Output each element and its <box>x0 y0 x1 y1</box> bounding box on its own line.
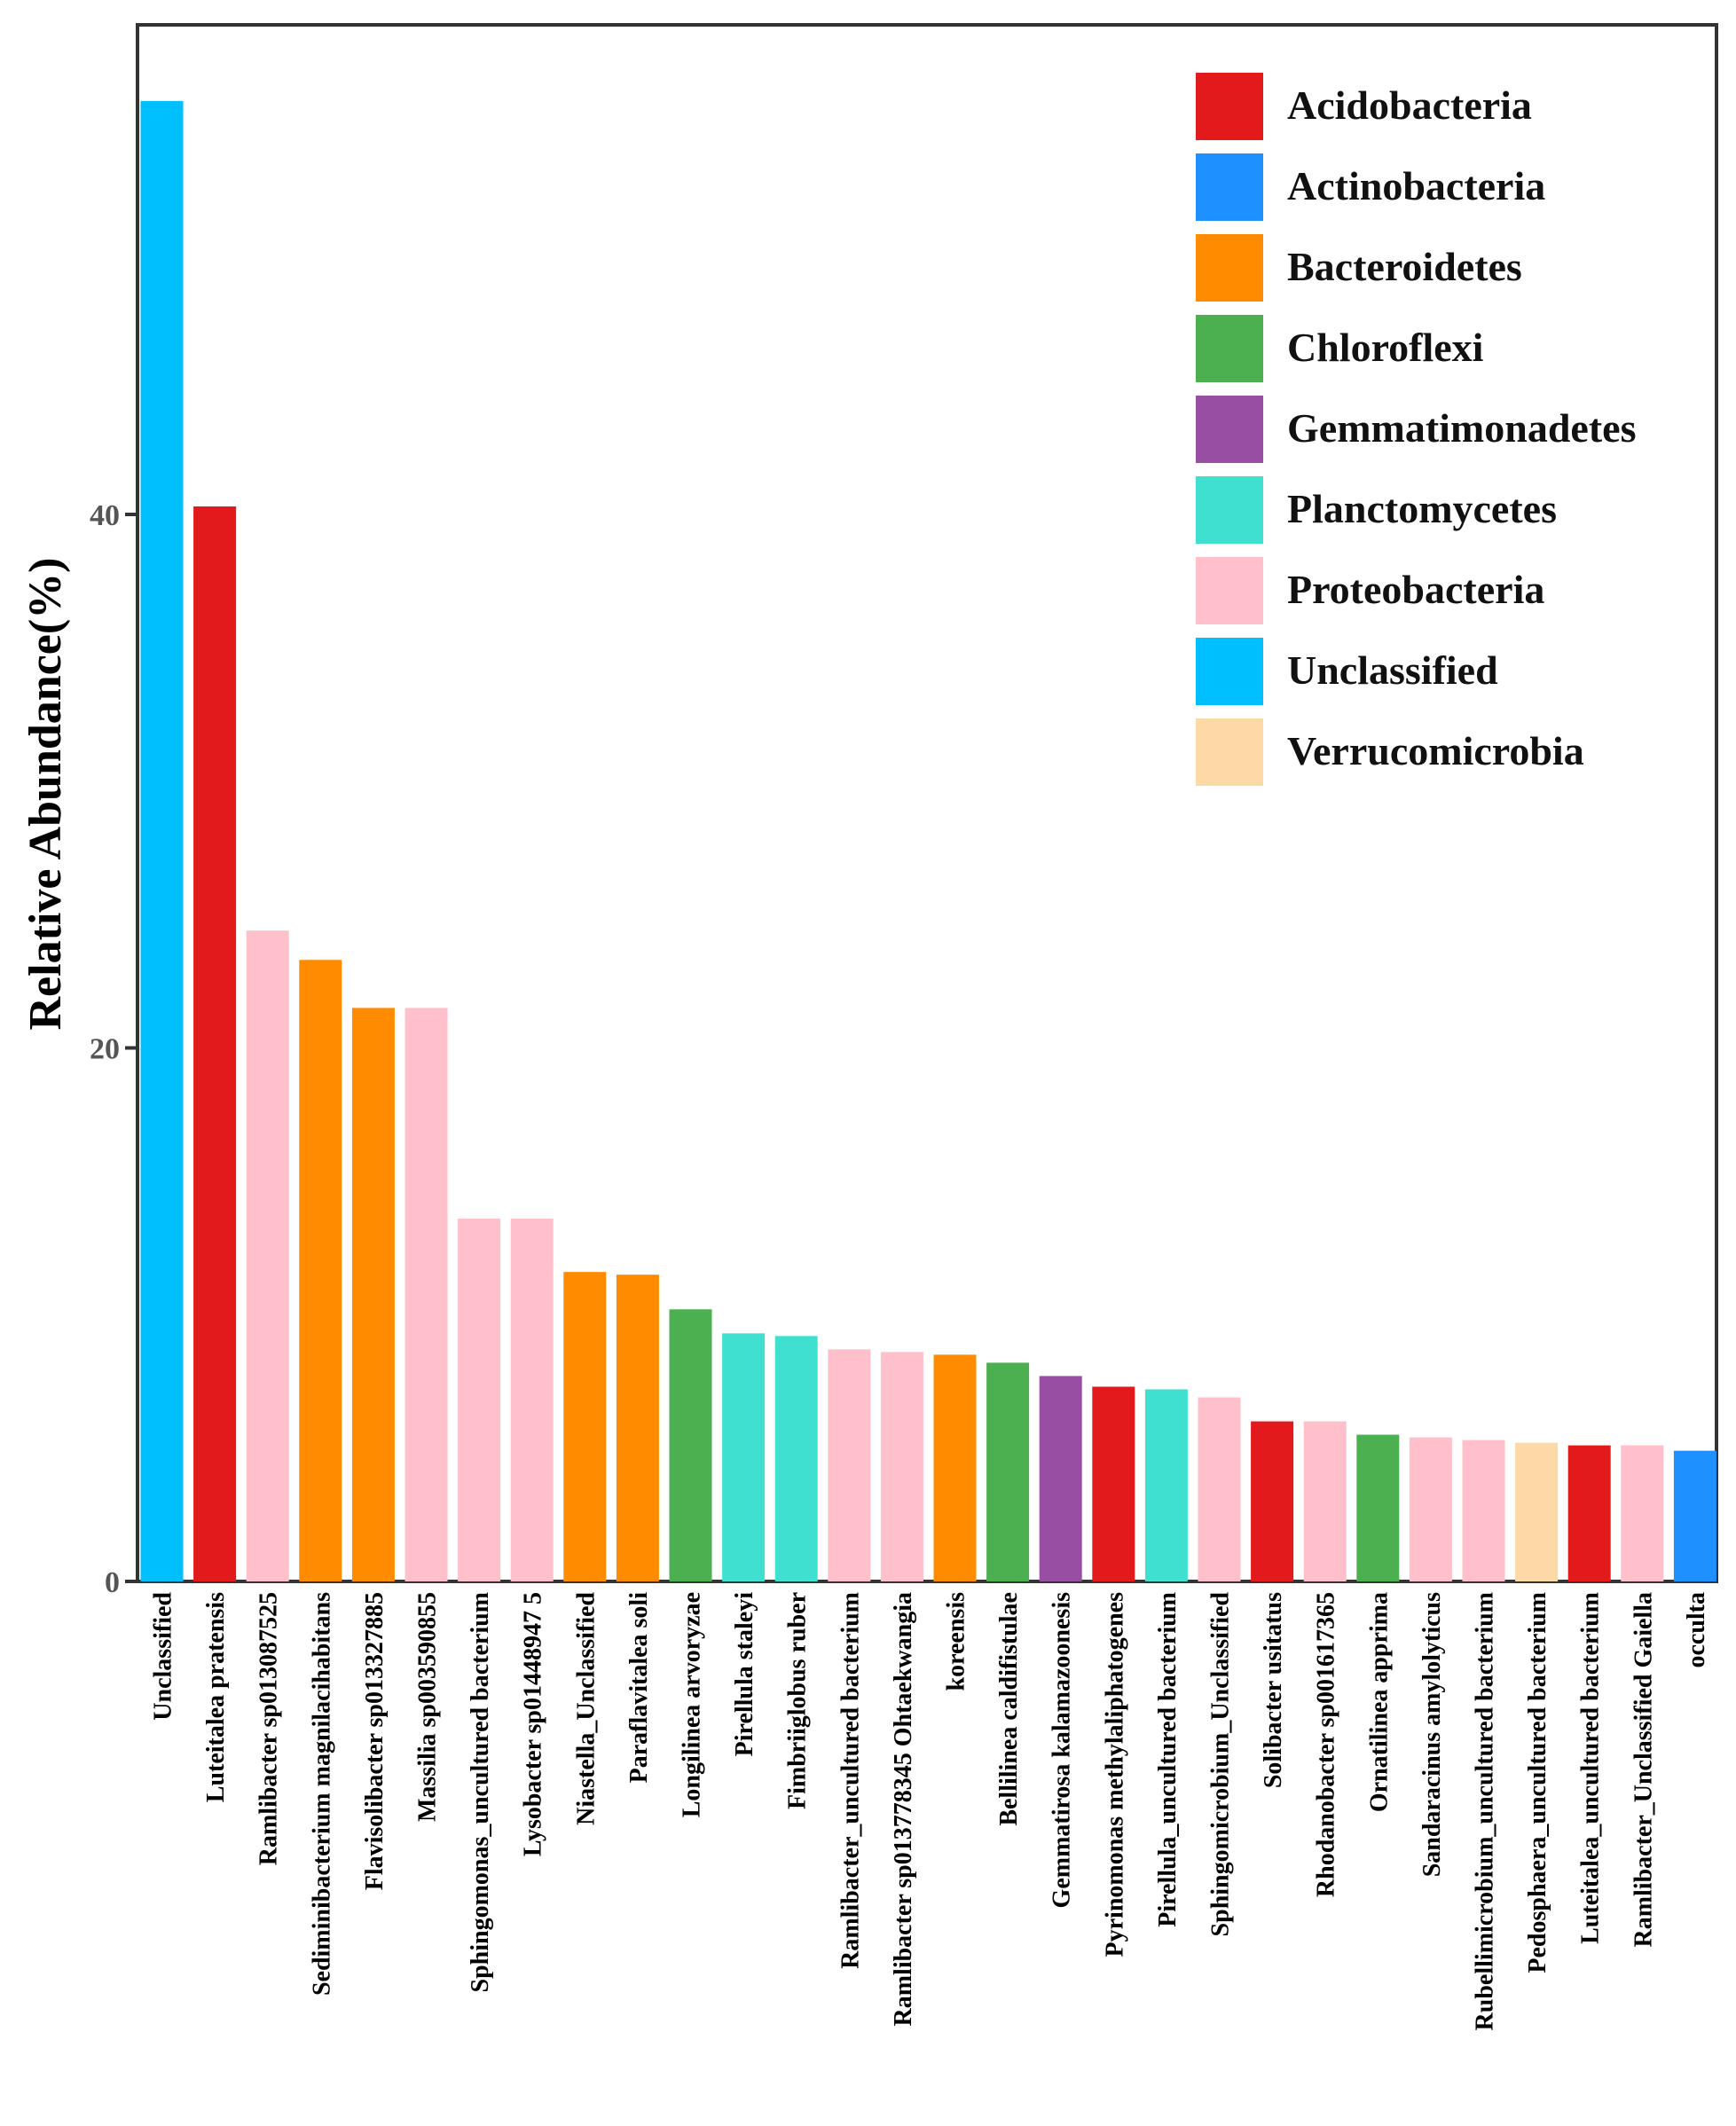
bar <box>880 1352 923 1581</box>
x-tick-label: Lysobacter sp01448947 5 <box>520 1592 547 1856</box>
bar <box>458 1218 501 1581</box>
x-tick-label: Gemmatirosa kalamazoonesis <box>1049 1592 1076 1909</box>
x-tick-label: Luteitalea_uncultured bacterium <box>1577 1592 1605 1944</box>
bar <box>1673 1450 1716 1581</box>
x-tick-label: Rubellimicrobium_uncultured bacterium <box>1472 1592 1499 2030</box>
legend-label: Actinobacteria <box>1287 163 1545 208</box>
bar <box>986 1362 1030 1581</box>
bar <box>669 1309 712 1581</box>
bar <box>1462 1440 1505 1581</box>
legend-label: Chloroflexi <box>1287 325 1484 370</box>
legend-swatch <box>1196 718 1263 786</box>
x-tick-label: koreensis <box>943 1592 970 1691</box>
bar <box>405 1008 448 1581</box>
x-tick-label: Niastella_Unclassified <box>572 1592 600 1825</box>
legend-swatch <box>1196 234 1263 302</box>
x-tick-label: Solibacter usitatus <box>1260 1592 1287 1788</box>
bar <box>193 506 237 1581</box>
y-tick-label: 0 <box>105 1566 120 1599</box>
legend-label: Planctomycetes <box>1287 486 1557 531</box>
bar <box>1515 1442 1559 1581</box>
x-tick-label: Longilinea arvoryzae <box>679 1592 706 1817</box>
legend-label: Proteobacteria <box>1287 567 1544 612</box>
bar <box>140 100 184 1581</box>
bar <box>828 1349 871 1581</box>
legend-label: Bacteroidetes <box>1287 244 1522 289</box>
bar <box>774 1336 818 1581</box>
bar <box>1567 1445 1611 1581</box>
legend-label: Acidobacteria <box>1287 82 1532 128</box>
legend-swatch <box>1196 73 1263 140</box>
bar <box>351 1008 395 1581</box>
bar <box>563 1272 607 1581</box>
legend: Acidobacteria Actinobacteria Bacteroidetes… <box>1196 73 1636 786</box>
bar <box>1092 1386 1135 1581</box>
legend-swatch <box>1196 315 1263 382</box>
x-tick-label: Ornatilinea apprima <box>1365 1592 1393 1812</box>
legend-swatch <box>1196 557 1263 624</box>
bar <box>1621 1445 1664 1581</box>
legend-label: Verrucomicrobia <box>1287 728 1584 773</box>
y-axis: 0 20 40 <box>90 499 137 1599</box>
x-tick-label: Bellilinea caldifistulae <box>995 1592 1023 1826</box>
x-tick-label: Luteitalea pratensis <box>202 1592 230 1802</box>
x-tick-label: Massilia sp003590855 <box>414 1592 442 1822</box>
x-tick-label: Pyrinomonas methylaliphatogenes <box>1101 1592 1128 1957</box>
x-tick-label: Pedosphaera_uncultured bacterium <box>1524 1592 1551 1973</box>
x-tick-label: Sandaracinus amylolyticus <box>1418 1592 1446 1877</box>
legend-swatch <box>1196 476 1263 544</box>
legend-swatch <box>1196 153 1263 221</box>
bar <box>1251 1421 1294 1581</box>
x-tick-label: Rhodanobacter sp001617365 <box>1313 1592 1340 1897</box>
legend-label: Gemmatimonadetes <box>1287 405 1636 451</box>
x-axis-labels: Unclassified Luteitalea pratensis Ramlibac… <box>150 1592 1710 2031</box>
bar <box>616 1275 659 1581</box>
bar <box>933 1354 977 1581</box>
plot-frame <box>136 23 1718 1583</box>
x-tick-label: Sphingomicrobium_Unclassified <box>1207 1592 1235 1937</box>
bar <box>1356 1434 1400 1581</box>
x-tick-label: occulta <box>1683 1592 1710 1668</box>
x-tick-label: Sphingomonas_uncultured bacterium <box>467 1592 494 1992</box>
x-tick-label: Ramlibacter sp013087525 <box>255 1592 283 1865</box>
bar <box>1409 1437 1452 1581</box>
y-tick-label: 40 <box>90 499 120 532</box>
x-tick-label: Flavisolibacter sp013327885 <box>361 1592 389 1890</box>
bar <box>722 1333 766 1581</box>
x-tick-label: Fimbriiglobus ruber <box>784 1592 812 1809</box>
x-tick-label: Ramlibacter_uncultured bacterium <box>837 1592 864 1969</box>
legend-label: Unclassified <box>1287 647 1498 693</box>
bar <box>1144 1389 1188 1581</box>
x-tick-label: Pirellula staleyi <box>731 1592 758 1757</box>
bar <box>1198 1397 1241 1581</box>
bar <box>510 1218 554 1581</box>
bars <box>140 100 1716 1581</box>
bar <box>1303 1421 1347 1581</box>
x-tick-label: Ramlibacter sp013778345 Ohtaekwangia <box>890 1592 917 2027</box>
legend-swatch <box>1196 396 1263 463</box>
y-axis-label: Relative Abundance(%) <box>20 558 71 1031</box>
legend-swatch <box>1196 638 1263 705</box>
x-tick-label: Pirellula_uncultured bacterium <box>1154 1592 1182 1927</box>
x-tick-label: Unclassified <box>150 1592 177 1721</box>
x-tick-label: Sediminibacterium magnilacihabitans <box>308 1592 335 1996</box>
x-tick-label: Ramlibacter_Unclassified Gaiella <box>1630 1592 1657 1948</box>
bar <box>1039 1376 1082 1581</box>
bar <box>246 930 289 1581</box>
bar <box>299 960 342 1581</box>
y-tick-label: 20 <box>90 1033 120 1066</box>
x-tick-label: Paraflavitalea soli <box>625 1592 653 1784</box>
